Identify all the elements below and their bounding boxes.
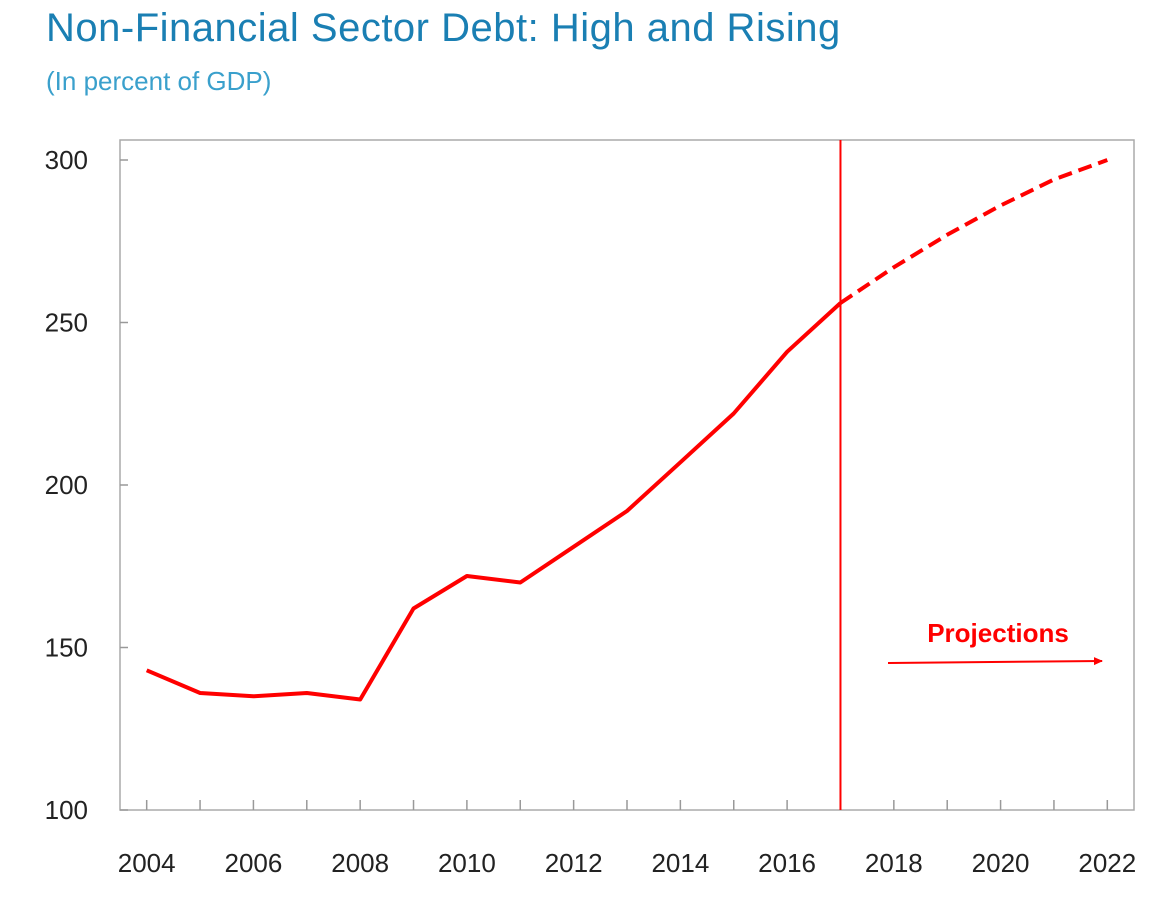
x-tick-label: 2004 [118,848,176,878]
x-tick-label: 2014 [651,848,709,878]
y-tick-label: 150 [45,633,88,663]
x-tick-label: 2016 [758,848,816,878]
x-tick-label: 2008 [331,848,389,878]
x-tick-label: 2018 [865,848,923,878]
projections-label: Projections [927,618,1069,648]
x-tick-label: 2006 [224,848,282,878]
x-axis: 2004 2006 2008 2010 2012 2014 2016 2018 2020 2022 [118,800,1136,878]
x-tick-label: 2022 [1078,848,1136,878]
series-layer [145,158,1108,702]
x-tick-label: 2012 [545,848,603,878]
projection-series-line [839,158,1108,305]
chart-title: Non-Financial Sector Debt: High and Risi… [46,6,841,50]
y-tick-label: 250 [45,308,88,338]
x-tick-label: 2010 [438,848,496,878]
historical-series-line [145,301,842,702]
y-tick-label: 100 [45,795,88,825]
projections-arrow [887,657,1103,666]
y-tick-label: 300 [45,145,88,175]
y-axis: 100 150 200 250 300 [45,145,128,825]
x-tick-label: 2020 [972,848,1030,878]
chart-subtitle: (In percent of GDP) [46,66,272,96]
plot-frame [119,139,1135,811]
y-tick-label: 200 [45,470,88,500]
